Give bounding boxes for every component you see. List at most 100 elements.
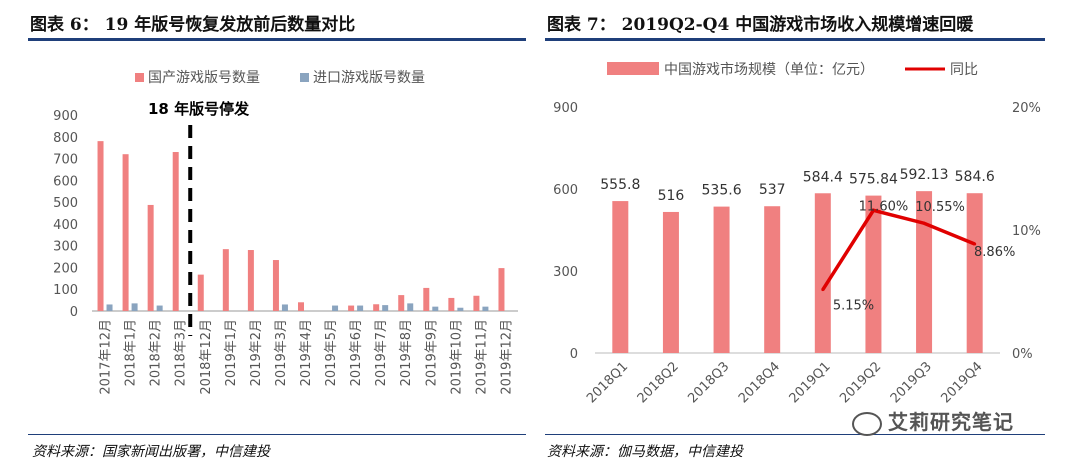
y-left-tick-label: 0 [570,347,578,362]
bar-imported [357,305,364,311]
market-size-bar [612,201,629,353]
yoy-data-label: 11.60% [859,199,909,214]
bar-imported [156,305,163,311]
bar-domestic [473,295,480,311]
bar-data-label: 555.8 [600,177,640,193]
x-tick-label: 2018年3月 [174,319,189,386]
bar-imported [482,306,489,311]
x-tick-label: 2018Q1 [584,359,631,406]
x-tick-label: 2019年8月 [399,319,414,386]
bar-data-label: 592.13 [900,167,949,183]
legend-swatch-bar [607,62,659,75]
bar-data-label: 537 [759,182,786,198]
x-tick-label: 2019年4月 [299,319,314,386]
bar-data-label: 584.4 [803,169,843,185]
bar-domestic [498,268,505,311]
legend-swatch-1 [135,73,144,82]
bar-imported [281,304,288,311]
bar-domestic [298,302,304,311]
x-tick-label: 2018Q2 [635,359,682,406]
bar-data-label: 535.6 [702,183,742,199]
bar-imported [432,306,439,311]
y-right-tick-label: 10% [1012,224,1041,239]
bar-data-label: 516 [658,188,685,204]
bar-imported [457,307,464,311]
y-left-tick-label: 300 [553,265,578,280]
x-tick-label: 2019年9月 [424,319,439,386]
x-tick-label: 2019年2月 [249,319,264,386]
y-tick-label: 700 [53,153,78,168]
yoy-growth-line [821,208,976,291]
yoy-data-label: 8.86% [974,245,1015,260]
left-chart-title: 图表 6： 19 年版号恢复发放前后数量对比 [30,15,356,35]
x-tick-label: 2019年6月 [349,319,364,386]
bar-domestic [423,287,430,311]
market-size-bar [814,193,831,353]
bar-domestic [373,304,380,311]
bar-imported [382,305,389,311]
legend-swatch-2 [300,73,309,82]
wechat-icon [852,411,882,436]
x-tick-label: 2019Q2 [837,359,884,406]
bar-domestic [147,204,154,311]
x-tick-label: 2018年2月 [149,319,164,386]
right-source-rule [545,434,1045,435]
market-size-bar [966,193,983,353]
bar-domestic [172,152,179,311]
policy-annotation: 18 年版号停发 [148,100,250,118]
bar-data-label: 584.6 [955,169,995,185]
watermark-text: 艾莉研究笔记 [888,410,1014,434]
legend-label-2: 进口游戏版号数量 [313,70,425,86]
yoy-point [973,242,977,246]
y-left-tick-label: 600 [553,183,578,198]
x-tick-label: 2019年7月 [374,319,389,386]
x-tick-label: 2018年1月 [124,319,139,386]
market-size-bar [764,206,781,353]
market-size-bar [662,211,679,353]
x-tick-label: 2018Q4 [736,359,783,406]
yoy-data-label: 5.15% [833,299,874,314]
y-tick-label: 300 [53,240,78,255]
right-chart-title: 图表 7： 2019Q2-Q4 中国游戏市场收入规模增速回暖 [547,15,974,35]
y-left-tick-label: 900 [553,101,578,116]
bar-imported [106,304,113,311]
x-tick-label: 2019年12月 [499,319,514,395]
bar-data-label: 575.84 [849,172,898,188]
x-tick-label: 2019年10月 [449,319,464,395]
yoy-point [871,208,875,212]
x-tick-label: 2019年1月 [224,319,239,386]
x-tick-label: 2019Q4 [938,359,985,406]
y-tick-label: 500 [53,196,78,211]
legend-label-bar: 中国游戏市场规模（单位：亿元） [664,61,874,78]
yoy-point [922,221,926,225]
market-size-bar [713,206,730,353]
bar-imported [407,303,414,311]
left-source: 资料来源：国家新闻出版署，中信建投 [32,444,270,460]
legend-label-line: 同比 [950,62,978,78]
bar-domestic [247,250,254,311]
bar-domestic [97,141,104,311]
market-size-bar [865,195,882,353]
x-tick-label: 2019年3月 [274,319,289,386]
bar-domestic [348,305,355,311]
x-tick-label: 2019年5月 [324,319,339,386]
x-tick-label: 2018Q3 [685,359,732,406]
bar-domestic [197,274,204,311]
y-right-tick-label: 20% [1012,101,1041,116]
y-tick-label: 100 [53,283,78,298]
legend-label-1: 国产游戏版号数量 [148,70,260,86]
yoy-data-label: 10.55% [915,200,965,215]
y-tick-label: 400 [53,218,78,233]
y-tick-label: 0 [70,305,78,320]
bar-domestic [222,249,229,311]
x-tick-label: 2019年11月 [474,319,489,395]
y-tick-label: 200 [53,261,78,276]
right-title-rule [545,38,1045,41]
y-tick-label: 600 [53,174,78,189]
x-tick-label: 2017年12月 [99,319,114,395]
left-source-rule [28,434,526,435]
left-chart: 国产游戏版号数量 进口游戏版号数量 0 100 200 300 400 500 600 700 80… [53,70,518,395]
bar-domestic [398,295,405,311]
watermark: 艾莉研究笔记 [852,406,1014,436]
